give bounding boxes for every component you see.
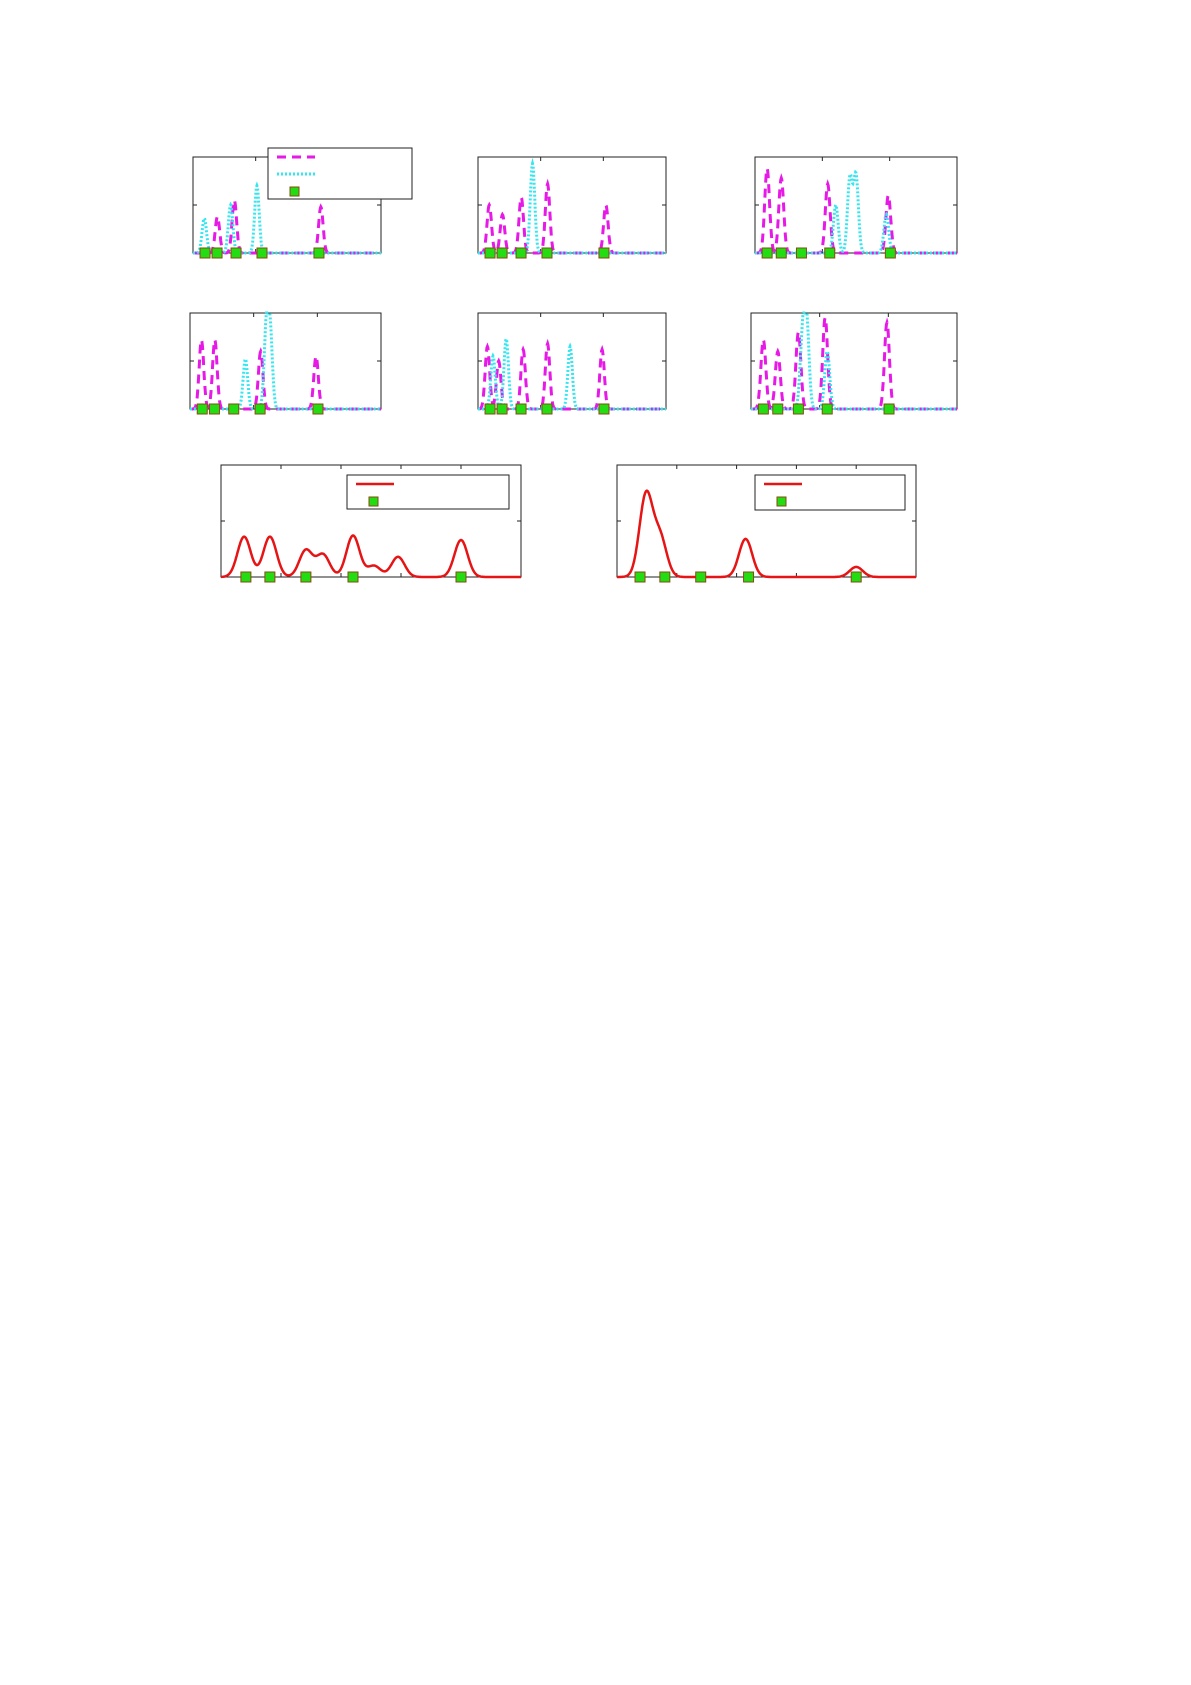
- axes-frame: [477, 156, 667, 254]
- marker-point: [795, 247, 807, 259]
- marker-point: [230, 247, 242, 259]
- series-dashed-line: [478, 178, 666, 255]
- marker-point: [884, 247, 896, 259]
- legend-marker: [289, 186, 300, 197]
- marker-point: [761, 247, 773, 259]
- panel-5: [477, 312, 667, 415]
- legend: [267, 147, 413, 200]
- series-dashed-line: [751, 312, 957, 411]
- marker-point: [659, 571, 671, 583]
- series-dotted-line: [751, 311, 957, 411]
- marker-point: [757, 403, 769, 415]
- series-dotted-line: [478, 157, 666, 255]
- series-dashed-line: [193, 196, 381, 255]
- panel-7: [220, 464, 522, 583]
- marker-point: [347, 571, 359, 583]
- marker-point: [598, 403, 610, 415]
- marker-point: [824, 247, 836, 259]
- marker-point: [883, 403, 895, 415]
- marker-point: [598, 247, 610, 259]
- marker-point: [792, 403, 804, 415]
- marker-point: [541, 247, 553, 259]
- marker-point: [850, 571, 862, 583]
- marker-point: [240, 571, 252, 583]
- marker-point: [228, 403, 240, 415]
- series-solid-line: [617, 489, 916, 579]
- series-dotted-line: [193, 181, 381, 255]
- panel-2: [477, 156, 667, 259]
- marker-point: [484, 403, 496, 415]
- panel-4: [189, 311, 382, 415]
- series-dotted-line: [755, 169, 957, 255]
- marker-point: [634, 571, 646, 583]
- marker-point: [211, 247, 223, 259]
- axes-frame: [189, 312, 382, 410]
- marker-point: [256, 247, 268, 259]
- series-solid-line: [221, 534, 521, 579]
- marker-point: [775, 247, 787, 259]
- marker-point: [772, 403, 784, 415]
- panel-8: [616, 464, 917, 583]
- marker-point: [264, 571, 276, 583]
- legend: [346, 474, 510, 510]
- marker-point: [196, 403, 208, 415]
- legend-marker: [776, 496, 787, 507]
- marker-point: [496, 403, 508, 415]
- series-dotted-line: [478, 334, 666, 411]
- legend-marker: [368, 496, 379, 507]
- marker-point: [254, 403, 266, 415]
- marker-point: [541, 403, 553, 415]
- marker-point: [515, 247, 527, 259]
- marker-point: [313, 247, 325, 259]
- marker-point: [695, 571, 707, 583]
- series-dotted-line: [190, 311, 381, 411]
- marker-point: [821, 403, 833, 415]
- marker-point: [208, 403, 220, 415]
- marker-point: [515, 403, 527, 415]
- marker-point: [496, 247, 508, 259]
- marker-point: [743, 571, 755, 583]
- panel-6: [750, 311, 958, 415]
- marker-point: [455, 571, 467, 583]
- legend: [754, 474, 906, 511]
- panel-1: [192, 147, 413, 259]
- marker-point: [300, 571, 312, 583]
- series-dashed-line: [190, 334, 381, 411]
- marker-point: [484, 247, 496, 259]
- panel-3: [754, 156, 958, 259]
- marker-point: [199, 247, 211, 259]
- marker-point: [312, 403, 324, 415]
